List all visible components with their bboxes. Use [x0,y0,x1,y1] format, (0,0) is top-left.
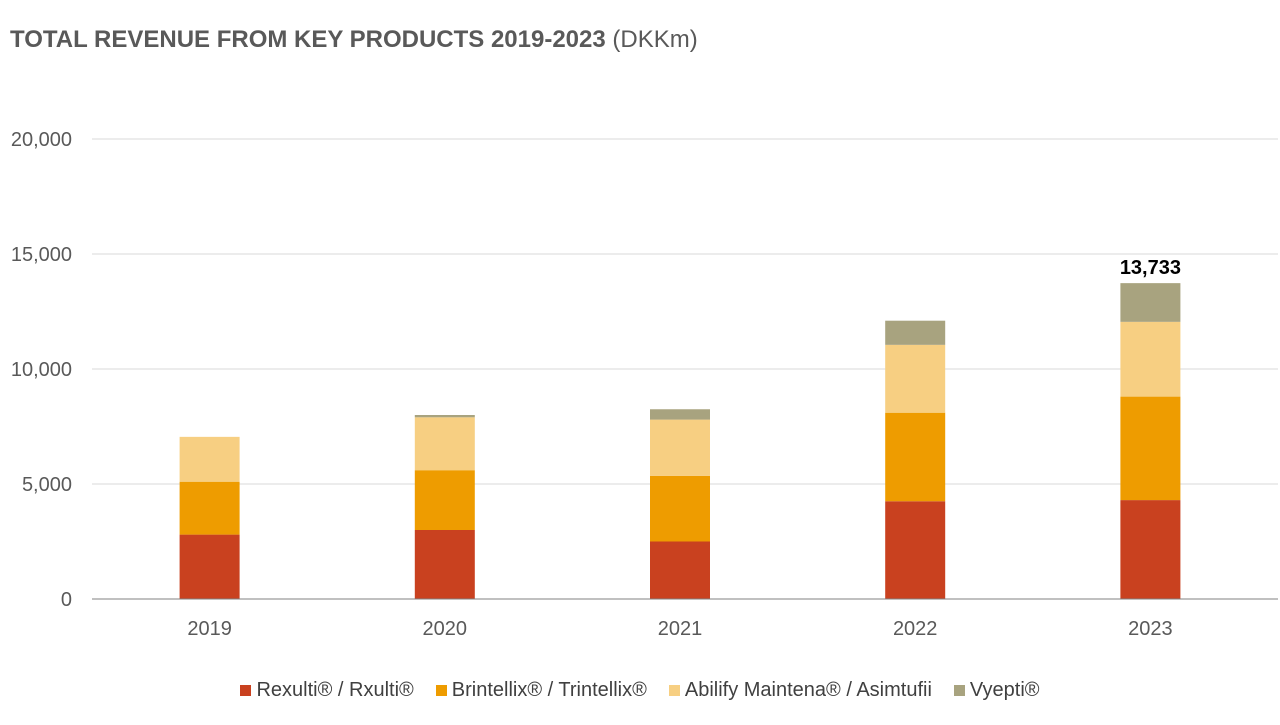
bar-segment [414,470,475,530]
legend-swatch [668,685,680,696]
bar-segment [650,409,710,420]
legend-item: Brintellix® / Trintellix® [435,679,647,702]
y-tick-label: 10,000 [11,359,72,381]
x-tick-label: 2019 [187,618,232,640]
bar-segment [650,541,710,599]
bar-segment [885,501,946,599]
x-tick-label: 2021 [658,618,703,640]
bar-segment [1120,396,1181,501]
bar-segment [1120,500,1181,599]
bar-segment [885,344,946,413]
legend-item: Rexulti® / Rxulti® [240,679,414,702]
legend-item: Vyepti® [953,679,1040,702]
legend-swatch [240,685,252,696]
bar-segment [414,415,475,418]
legend-label: Vyepti® [969,679,1040,701]
x-tick-label: 2020 [423,618,468,640]
y-tick-label: 5,000 [22,474,72,496]
legend-swatch [435,685,447,696]
y-tick-label: 0 [61,589,72,611]
bar-segment [1120,321,1181,397]
chart-legend: Rexulti® / Rxulti® Brintellix® / Trintell… [0,679,1280,702]
legend-swatch [953,685,965,696]
bar-segment [179,481,240,535]
chart-title-unit: (DKKm) [612,26,698,53]
chart-title: TOTAL REVENUE FROM KEY PRODUCTS 2019-202… [10,26,698,54]
x-tick-label: 2022 [893,618,938,640]
bar-segment [650,475,710,542]
bar-segment [179,436,240,482]
stacked-bar-chart: 0 5,000 10,000 15,000 20,000 2019 2020 2021 2022… [11,129,1278,640]
bar-segment [414,530,475,599]
legend-label: Brintellix® / Trintellix® [451,679,647,701]
bar-segment [885,320,946,345]
x-tick-label: 2023 [1128,618,1173,640]
bar-segment [885,412,946,502]
y-tick-label: 15,000 [11,244,72,266]
legend-item: Abilify Maintena® / Asimtufii [668,679,932,702]
chart-title-text: TOTAL REVENUE FROM KEY PRODUCTS 2019-202… [10,26,606,53]
bar-segment [650,419,710,476]
y-tick-label: 20,000 [11,129,72,151]
legend-label: Rexulti® / Rxulti® [256,679,414,701]
bar-segment [179,534,240,599]
total-data-label: 13,733 [1120,257,1181,279]
bar-segment [414,417,475,471]
bar-segment [1120,283,1181,322]
legend-label: Abilify Maintena® / Asimtufii [684,679,932,701]
